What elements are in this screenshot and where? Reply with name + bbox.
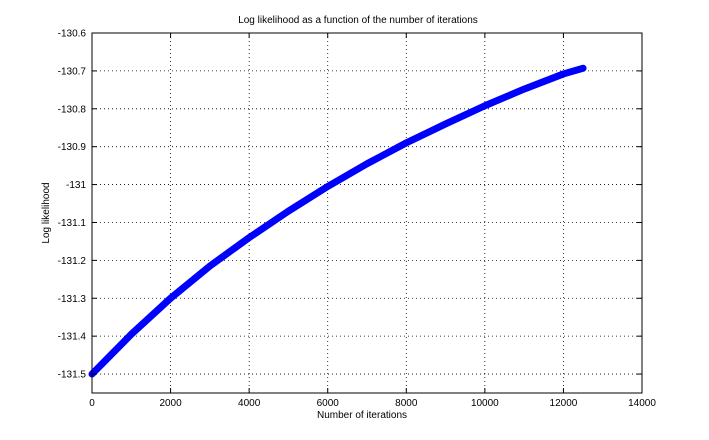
x-tick-label: 6000 (317, 398, 340, 409)
plot-frame (91, 32, 643, 394)
grid-lines (92, 33, 642, 393)
x-tick-label: 10000 (471, 398, 499, 409)
x-tick-labels: 0 2000 4000 6000 8000 10000 12000 14000 (89, 398, 656, 409)
y-tick-label: -131.1 (58, 218, 87, 229)
y-tick-label: -131 (66, 180, 86, 191)
y-tick-label: -131.2 (58, 256, 87, 267)
y-tick-label: -131.3 (58, 294, 87, 305)
x-tick-label: 14000 (628, 398, 656, 409)
x-tick-label: 4000 (238, 398, 261, 409)
y-tick-label: -130.8 (58, 104, 87, 115)
y-tick-label: -130.9 (58, 142, 87, 153)
y-axis-label: Log likelihood (41, 182, 52, 243)
x-tick-label: 8000 (395, 398, 418, 409)
series-layer (88, 64, 587, 378)
x-tick-label: 0 (89, 398, 95, 409)
y-tick-label: -131.5 (58, 370, 87, 381)
x-tick-label: 2000 (159, 398, 182, 409)
series-line (88, 64, 587, 378)
plot-area (92, 33, 642, 393)
y-tick-label: -130.7 (58, 66, 87, 77)
y-tick-label: -130.6 (58, 29, 87, 40)
tick-marks (91, 32, 643, 393)
x-tick-label: 12000 (550, 398, 578, 409)
chart-title: Log likelihood as a function of the numb… (238, 15, 478, 26)
x-axis-label: Number of iterations (317, 410, 407, 421)
y-tick-label: -131.4 (58, 332, 87, 343)
y-tick-labels: -130.6 -130.7 -130.8 -130.9 -131 -131.1 -131.2… (58, 29, 87, 381)
